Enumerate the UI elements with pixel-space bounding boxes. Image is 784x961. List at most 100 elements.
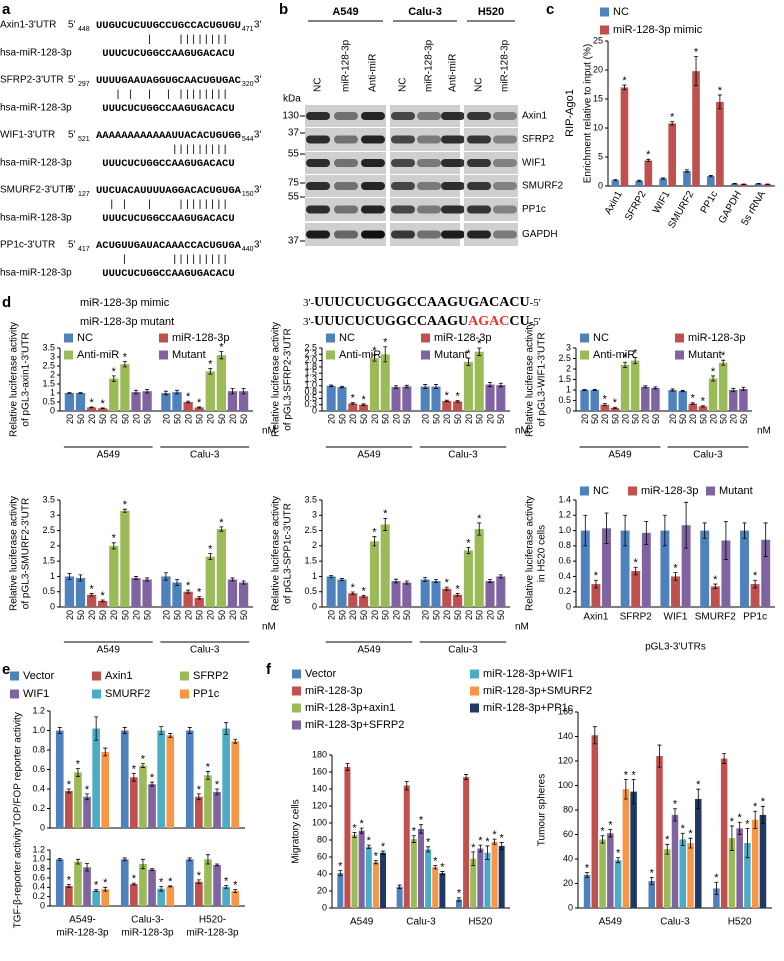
pairing: | | | |||||||| [96,199,241,211]
dose-label: 50 [239,414,249,424]
cell-line: A549 [332,6,358,18]
x-tick-label: Axin1 [583,612,608,623]
significance-star: * [624,769,629,781]
blot-band [361,135,385,144]
utr-label: SMURF2-3'UTR [0,185,72,196]
significance-star: * [721,350,726,362]
significance-star: * [123,351,128,363]
significance-star: * [673,563,678,575]
y-tick-label: 0.5 [558,395,571,405]
error-bar [85,863,90,872]
y-tick-label: 1.0 [304,380,317,390]
marker-label: 37 [288,236,300,247]
error-bar [224,885,229,889]
dose-label: 20 [421,414,431,424]
significance-star: * [623,352,628,364]
bar [337,873,344,908]
group-label: A549 [97,450,121,461]
bar [403,785,410,908]
bar [172,392,182,411]
significance-star: * [101,398,106,410]
blot-background [305,198,386,221]
blot-band [417,112,441,120]
blot-band [493,135,517,144]
blot-band [391,159,415,167]
five-prime: 5' [68,185,76,196]
significance-star: * [445,390,450,402]
bar [439,873,446,908]
marker-label: 37 [288,128,300,139]
bar [231,891,240,906]
significance-star: * [631,769,636,781]
significance-star: * [197,870,202,882]
bar [431,386,441,411]
y-axis-label: Relative luciferase activity [9,496,20,611]
dose-label: 20 [228,610,238,620]
y-tick-label: 0.6 [558,556,571,566]
bar [607,833,614,908]
error-bar [404,580,409,585]
bar [92,728,100,828]
pairing: | |||||||| [96,34,241,46]
legend-swatch [580,486,589,496]
bar [599,839,606,908]
dose-label: 50 [631,414,641,424]
error-bar [633,566,638,576]
legend-swatch [706,486,715,496]
bar [344,766,351,908]
error-bar [175,579,180,586]
bar [602,528,611,607]
bar [729,390,738,411]
error-bar [383,346,388,363]
significance-star: * [701,396,706,408]
legend-label: miR-128-3p+axin1 [305,702,395,714]
bar [326,576,336,607]
seq-suffix: -5' [530,316,541,328]
dose-label: 50 [120,610,130,620]
bar [648,881,655,908]
y-tick-label: 1.5 [304,368,317,378]
bar [485,581,495,607]
bar [86,594,97,607]
bar [372,862,379,908]
bar [720,758,728,908]
bar [142,391,152,411]
blot-band [334,112,358,120]
legend-label: miR-128-3p+SMURF2 [483,685,592,697]
mirna-sequence: UUUCUCUGGCCAAGUGACACU [102,213,234,225]
blot-band [467,135,491,144]
error-bar [466,546,471,554]
dose-label: 50 [590,414,600,424]
error-bar [89,593,94,597]
bar [663,849,671,908]
legend-swatch [326,333,335,343]
marker-label: 55 [288,192,300,203]
bar [668,390,677,411]
dose-label: 50 [142,414,152,424]
significance-star: * [374,850,379,862]
legend-label: Mutant [688,349,722,361]
y-tick-label: 20 [593,64,603,74]
bar [101,889,110,906]
pairing: ||||||||| [96,144,241,156]
bar [166,886,175,906]
error-bar [241,580,246,585]
significance-star: * [457,888,462,900]
error-bar [366,844,371,849]
dose-label: 50 [98,414,108,424]
bar [139,765,147,828]
error-bar [433,579,438,583]
blot-band [467,182,491,190]
error-bar [760,805,765,824]
y-tick-label: 1.5 [304,556,317,566]
protein-label: PP1c [522,204,546,215]
bar [185,859,194,906]
dose-label: 20 [668,414,678,424]
error-bar [731,387,736,393]
blot-band [493,159,517,167]
group-label: Calu-3 [693,450,723,461]
bar [86,407,97,411]
error-bar [205,771,210,780]
significance-star: * [67,779,72,791]
utr-start: 297 [78,81,90,88]
